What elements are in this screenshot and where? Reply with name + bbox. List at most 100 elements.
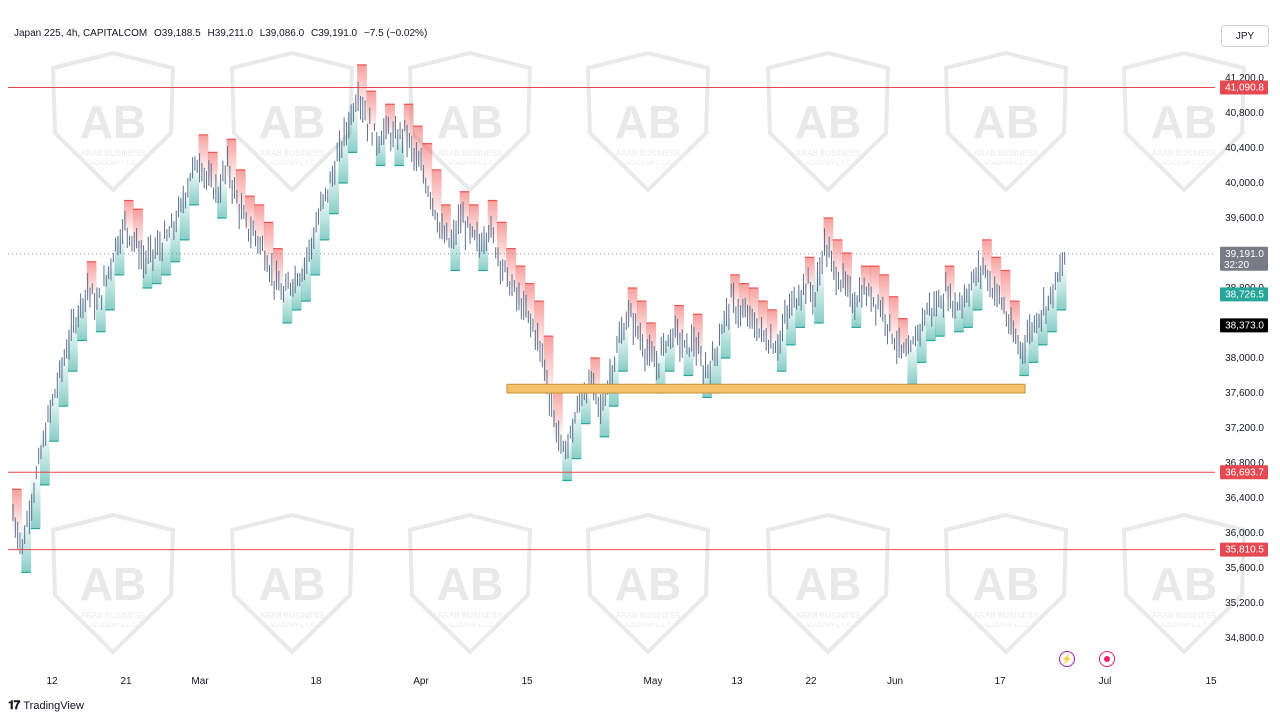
cloud-segment xyxy=(12,489,22,531)
cloud-segment xyxy=(310,226,321,275)
cloud-segment xyxy=(795,290,806,328)
y-tick-label: 40,800.0 xyxy=(1225,108,1264,119)
tradingview-logo[interactable]: 𝟏𝟕 TradingView xyxy=(8,698,84,713)
symbol-name[interactable]: Japan 225, 4h, CAPITALCOM xyxy=(14,28,148,39)
cloud-segment xyxy=(189,167,200,205)
support-zone[interactable] xyxy=(506,383,1026,394)
cloud-segment xyxy=(711,344,722,393)
svg-text:AB: AB xyxy=(80,558,146,610)
level-lines[interactable] xyxy=(8,87,1215,551)
low-value: L39,086.0 xyxy=(259,28,305,39)
cloud-segment xyxy=(534,301,545,350)
watermark-text: ARAB BUSINESS xyxy=(796,149,860,158)
y-tick-label: 40,400.0 xyxy=(1225,143,1264,154)
y-tick-label: 37,200.0 xyxy=(1225,423,1264,434)
cloud-segment xyxy=(95,292,106,332)
x-tick-label: Jul xyxy=(1099,676,1112,687)
cloud-segment xyxy=(720,314,731,358)
watermark-text: ACADEMY L.L.C xyxy=(805,161,851,167)
cloud-segment xyxy=(786,305,797,345)
cloud-segment xyxy=(207,152,218,188)
cloud-segment xyxy=(235,169,246,214)
watermark-text: ACADEMY L.L.C xyxy=(447,161,493,167)
cloud-segment xyxy=(739,283,750,317)
price-axis[interactable]: 41,200.0 40,800.0 40,400.0 40,000.0 39,600.0… xyxy=(1225,73,1264,644)
cloud-segment xyxy=(823,218,834,258)
cloud-segment xyxy=(702,366,713,398)
open-value: O39,188.5 xyxy=(154,28,201,39)
cloud-segment xyxy=(441,204,451,240)
cloud-segment xyxy=(1038,307,1048,345)
cloud-segment xyxy=(375,134,386,166)
watermark-text: ACADEMY L.L.C xyxy=(983,623,1029,629)
watermark-text: ACADEMY L.L.C xyxy=(983,161,1029,167)
close-value: C39,191.0 xyxy=(310,28,358,39)
x-tick-label: 22 xyxy=(805,676,817,687)
cloud-segment xyxy=(730,274,741,308)
y-tick-label: 36,000.0 xyxy=(1225,528,1264,539)
cloud-segment xyxy=(580,388,591,424)
cloud-segment xyxy=(273,248,283,288)
cloud-segment xyxy=(151,248,162,284)
x-tick-label: Jun xyxy=(887,676,903,687)
y-tick-label: 38,000.0 xyxy=(1225,353,1264,364)
price-tags: 41,090.8 36,693.7 35,810.5 39,191.032:20 38,… xyxy=(1220,80,1268,557)
watermark-text: ACADEMY L.L.C xyxy=(269,623,315,629)
time-axis[interactable]: 12 21 Mar 18 Apr 15 May 13 22 Jun 17 Jul 15 xyxy=(46,676,1217,687)
cloud-segment xyxy=(1028,323,1039,363)
record-icon[interactable] xyxy=(1099,651,1115,667)
watermark-text: ACADEMY L.L.C xyxy=(90,623,136,629)
cloud-segment xyxy=(944,266,955,299)
cloud-segment xyxy=(860,266,871,295)
cloud-segment xyxy=(916,320,927,363)
currency-button[interactable]: JPY xyxy=(1221,25,1269,47)
support-zone-rect xyxy=(506,383,1026,394)
watermark-text: ARAB BUSINESS xyxy=(1152,149,1216,158)
price-tag xyxy=(1220,246,1268,271)
cloud-segment xyxy=(571,410,582,459)
y-tick-label: 36,400.0 xyxy=(1225,493,1264,504)
price-tag xyxy=(1220,465,1268,480)
cloud-segment xyxy=(758,301,769,337)
x-tick-label: 18 xyxy=(310,676,322,687)
cloud-segment xyxy=(590,358,601,398)
cloud-segment xyxy=(888,296,899,339)
cloud-segment xyxy=(394,134,405,166)
cloud-segment xyxy=(263,222,274,267)
cloud-segment xyxy=(543,336,554,393)
cloud-segment xyxy=(562,441,573,481)
svg-text:AB: AB xyxy=(1151,96,1217,148)
svg-text:AB: AB xyxy=(437,558,503,610)
cloud-segment xyxy=(991,257,1002,295)
cloud-segment xyxy=(217,178,228,218)
watermark-text: ARAB BUSINESS xyxy=(81,149,145,158)
cloud-segment xyxy=(664,336,675,372)
cloud-segment xyxy=(123,200,134,234)
cloud-segment xyxy=(291,274,302,310)
bolt-icon[interactable]: ⚡ xyxy=(1059,651,1075,667)
price-tag xyxy=(1220,542,1268,557)
cloud-segment xyxy=(385,104,395,135)
cloud-segment xyxy=(898,318,908,354)
cloud-segment xyxy=(431,169,442,218)
svg-text:AB: AB xyxy=(615,558,681,610)
cloud-segment xyxy=(357,64,367,107)
price-tag xyxy=(1220,80,1268,95)
watermark-text: ACADEMY L.L.C xyxy=(625,161,671,167)
cloud-segment xyxy=(814,270,824,323)
watermark-text: ARAB BUSINESS xyxy=(796,611,860,620)
cloud-segment xyxy=(832,239,843,278)
cloud-segment xyxy=(842,253,852,293)
cloud-segment xyxy=(459,191,470,227)
svg-text:AB: AB xyxy=(615,96,681,148)
y-tick-label: 34,800.0 xyxy=(1225,633,1264,644)
x-tick-label: 21 xyxy=(120,676,132,687)
price-tag-label: 35,810.5 xyxy=(1225,545,1264,556)
cloud-segment xyxy=(851,296,862,328)
